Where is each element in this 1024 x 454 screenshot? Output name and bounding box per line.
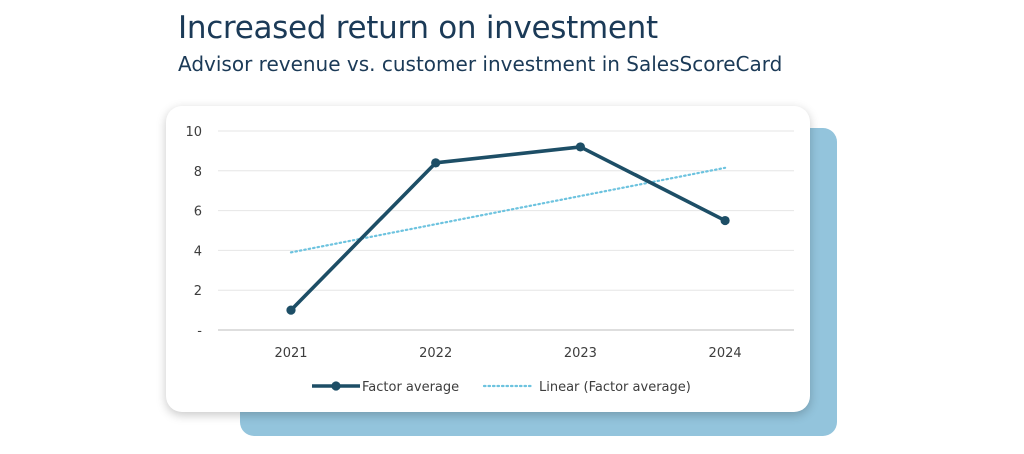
y-tick-label: 6	[194, 205, 202, 220]
chart-subtitle: Advisor revenue vs. customer investment …	[178, 52, 783, 76]
legend-series-label: Factor average	[362, 380, 459, 395]
line-chart: - 2 4 6 8 10 2021 2022 2023 2024 Factor average …	[185, 125, 794, 395]
y-tick-label: 4	[194, 244, 202, 259]
y-tick-label: 10	[185, 125, 202, 140]
chart-title: Increased return on investment	[178, 10, 658, 46]
data-point	[431, 158, 441, 168]
x-tick-label: 2023	[564, 346, 597, 361]
legend-trendline-label: Linear (Factor average)	[539, 380, 691, 395]
legend-series-marker	[331, 381, 341, 391]
data-point	[286, 305, 296, 315]
gridlines	[218, 130, 794, 331]
y-tick-label: -	[197, 324, 202, 339]
x-tick-label: 2021	[274, 346, 307, 361]
series-line	[289, 145, 727, 312]
y-axis: - 2 4 6 8 10	[185, 125, 202, 339]
data-point	[575, 142, 585, 152]
x-tick-label: 2024	[709, 346, 742, 361]
series-layer	[286, 142, 730, 315]
y-tick-label: 2	[194, 284, 202, 299]
chart-card: - 2 4 6 8 10 2021 2022 2023 2024 Factor average …	[166, 106, 810, 412]
y-tick-label: 8	[194, 165, 202, 180]
legend: Factor average Linear (Factor average)	[312, 380, 691, 395]
x-tick-label: 2022	[419, 346, 452, 361]
x-axis: 2021 2022 2023 2024	[274, 346, 741, 361]
data-point	[720, 215, 730, 226]
